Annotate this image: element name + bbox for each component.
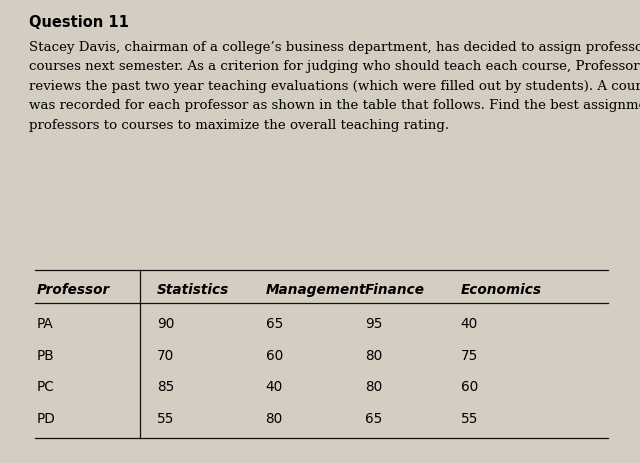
Text: 70: 70 <box>157 348 174 362</box>
Text: Statistics: Statistics <box>157 282 229 296</box>
Text: 65: 65 <box>365 411 382 425</box>
Text: 95: 95 <box>365 317 382 331</box>
Text: 55: 55 <box>157 411 174 425</box>
Text: Stacey Davis, chairman of a college’s business department, has decided to assign: Stacey Davis, chairman of a college’s bu… <box>29 41 640 131</box>
Text: Professor: Professor <box>37 282 110 296</box>
Text: 65: 65 <box>266 317 283 331</box>
Text: 90: 90 <box>157 317 174 331</box>
Text: PD: PD <box>37 411 56 425</box>
Text: PB: PB <box>37 348 55 362</box>
Text: 40: 40 <box>461 317 478 331</box>
Text: Finance: Finance <box>365 282 425 296</box>
Text: 55: 55 <box>461 411 478 425</box>
Text: 75: 75 <box>461 348 478 362</box>
Text: PA: PA <box>37 317 54 331</box>
Text: PC: PC <box>37 380 55 394</box>
Text: 80: 80 <box>266 411 283 425</box>
Text: Question 11: Question 11 <box>29 15 129 30</box>
Text: 85: 85 <box>157 380 174 394</box>
Text: 80: 80 <box>365 348 382 362</box>
Text: 80: 80 <box>365 380 382 394</box>
Text: Economics: Economics <box>461 282 542 296</box>
Text: 40: 40 <box>266 380 283 394</box>
Text: 60: 60 <box>266 348 283 362</box>
Text: Management: Management <box>266 282 366 296</box>
Text: 60: 60 <box>461 380 478 394</box>
